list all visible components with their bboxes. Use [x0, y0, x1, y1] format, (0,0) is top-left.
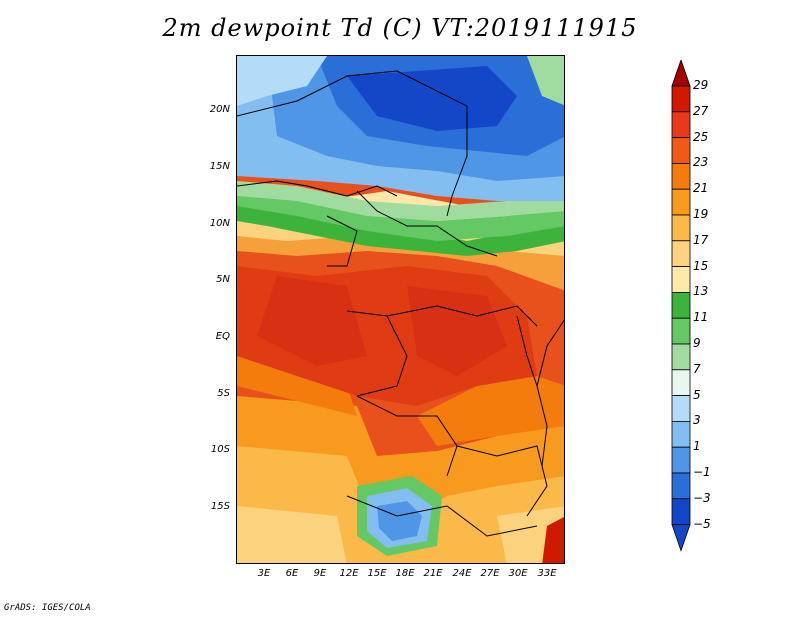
colorbar-box	[671, 240, 691, 268]
colorbar-label: 1	[693, 439, 701, 454]
colorbar-box	[671, 111, 691, 138]
colorbar-label: 11	[693, 310, 709, 325]
colorbar-label: −1	[693, 465, 711, 479]
lon-label-27e: 27E	[480, 568, 500, 579]
lat-label-15s: 15S	[210, 501, 230, 512]
colorbar-box	[671, 188, 691, 216]
lon-label-33e: 33E	[537, 568, 557, 579]
lat-label-20n: 20N	[209, 104, 230, 115]
colorbar-label: 9	[693, 336, 701, 350]
colorbar-box	[671, 446, 691, 474]
colorbar-box	[671, 85, 691, 113]
colorbar-box	[671, 317, 691, 345]
colorbar-label: 29	[693, 78, 709, 92]
lat-label-eq: EQ	[215, 331, 230, 342]
colorbar	[671, 60, 691, 552]
lon-label-15e: 15E	[367, 568, 387, 579]
colorbar-label: 21	[693, 181, 709, 196]
colorbar-label: 13	[693, 284, 709, 299]
colorbar-box	[671, 395, 691, 422]
colorbar-label: 15	[693, 258, 709, 273]
lon-label-9e: 9E	[313, 568, 327, 579]
colorbar-label: 5	[693, 387, 701, 402]
map-title: 2m dewpoint Td (C) VT:2019111915	[162, 14, 638, 42]
dewpoint-field	[237, 56, 564, 563]
colorbar-box	[671, 137, 691, 164]
lon-label-21e: 21E	[423, 568, 443, 579]
lat-label-15n: 15N	[209, 161, 230, 172]
lat-label-5s: 5S	[217, 388, 230, 399]
colorbar-label: 27	[693, 103, 709, 118]
colorbar-box	[671, 214, 691, 242]
colorbar-label: 25	[693, 129, 709, 144]
colorbar-label: 17	[693, 232, 709, 247]
dewpoint-map	[236, 55, 565, 564]
colorbar-label: 19	[693, 207, 709, 221]
colorbar-label: 3	[693, 413, 701, 428]
lat-label-10s: 10S	[210, 444, 230, 455]
grads-credit: GrADS: IGES/COLA	[4, 603, 91, 613]
lon-label-24e: 24E	[452, 568, 472, 579]
lon-label-3e: 3E	[257, 568, 271, 579]
colorbar-label: 7	[693, 361, 701, 376]
colorbar-box	[671, 266, 691, 293]
lon-label-12e: 12E	[339, 568, 359, 579]
colorbar-box	[671, 498, 691, 525]
colorbar-label: −3	[693, 490, 711, 505]
colorbar-box	[671, 291, 691, 319]
lon-label-18e: 18E	[395, 568, 415, 579]
colorbar-box	[671, 163, 691, 190]
colorbar-box	[671, 369, 691, 396]
colorbar-bottom-arrow	[671, 524, 691, 552]
lon-label-6e: 6E	[285, 568, 299, 579]
lon-label-30e: 30E	[508, 568, 528, 579]
colorbar-label: −5	[693, 516, 711, 531]
colorbar-box	[671, 343, 691, 371]
colorbar-box	[671, 472, 691, 500]
colorbar-label: 23	[693, 155, 709, 170]
lat-label-5n: 5N	[216, 274, 230, 285]
colorbar-top-arrow	[671, 60, 691, 87]
lat-label-10n: 10N	[209, 218, 230, 229]
colorbar-box	[671, 420, 691, 448]
